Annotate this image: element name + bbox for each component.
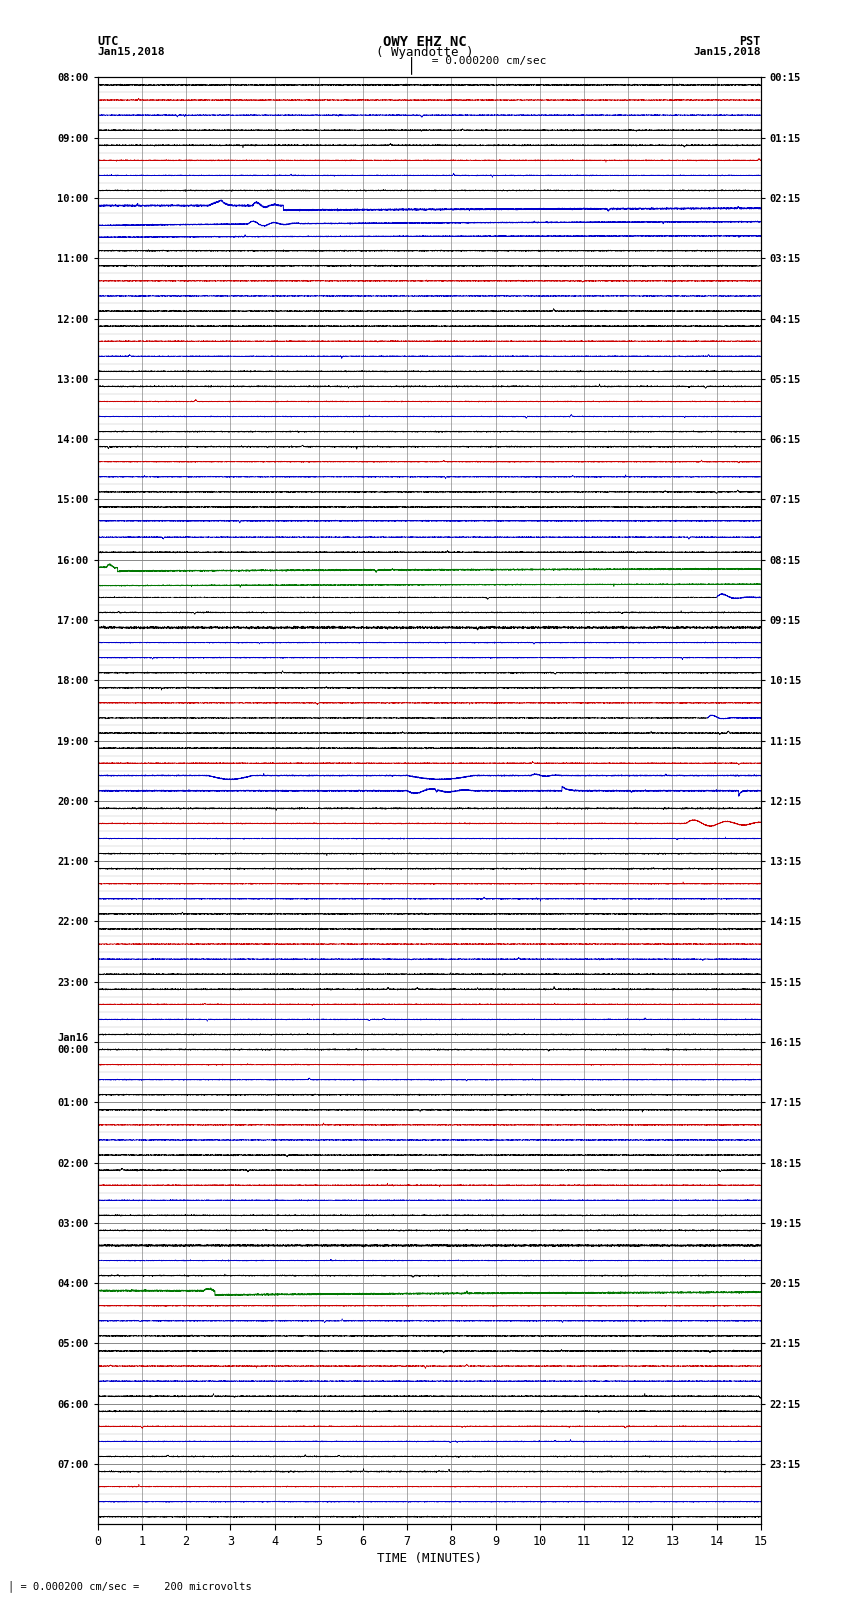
Text: │ = 0.000200 cm/sec =    200 microvolts: │ = 0.000200 cm/sec = 200 microvolts xyxy=(8,1581,252,1592)
Text: ( Wyandotte ): ( Wyandotte ) xyxy=(377,45,473,60)
Text: UTC: UTC xyxy=(98,35,119,48)
X-axis label: TIME (MINUTES): TIME (MINUTES) xyxy=(377,1552,482,1565)
Text: PST: PST xyxy=(740,35,761,48)
Text: Jan15,2018: Jan15,2018 xyxy=(694,47,761,56)
Text: │: │ xyxy=(407,56,416,74)
Text: Jan15,2018: Jan15,2018 xyxy=(98,47,165,56)
Text: = 0.000200 cm/sec: = 0.000200 cm/sec xyxy=(425,56,547,66)
Text: OWY EHZ NC: OWY EHZ NC xyxy=(383,35,467,48)
